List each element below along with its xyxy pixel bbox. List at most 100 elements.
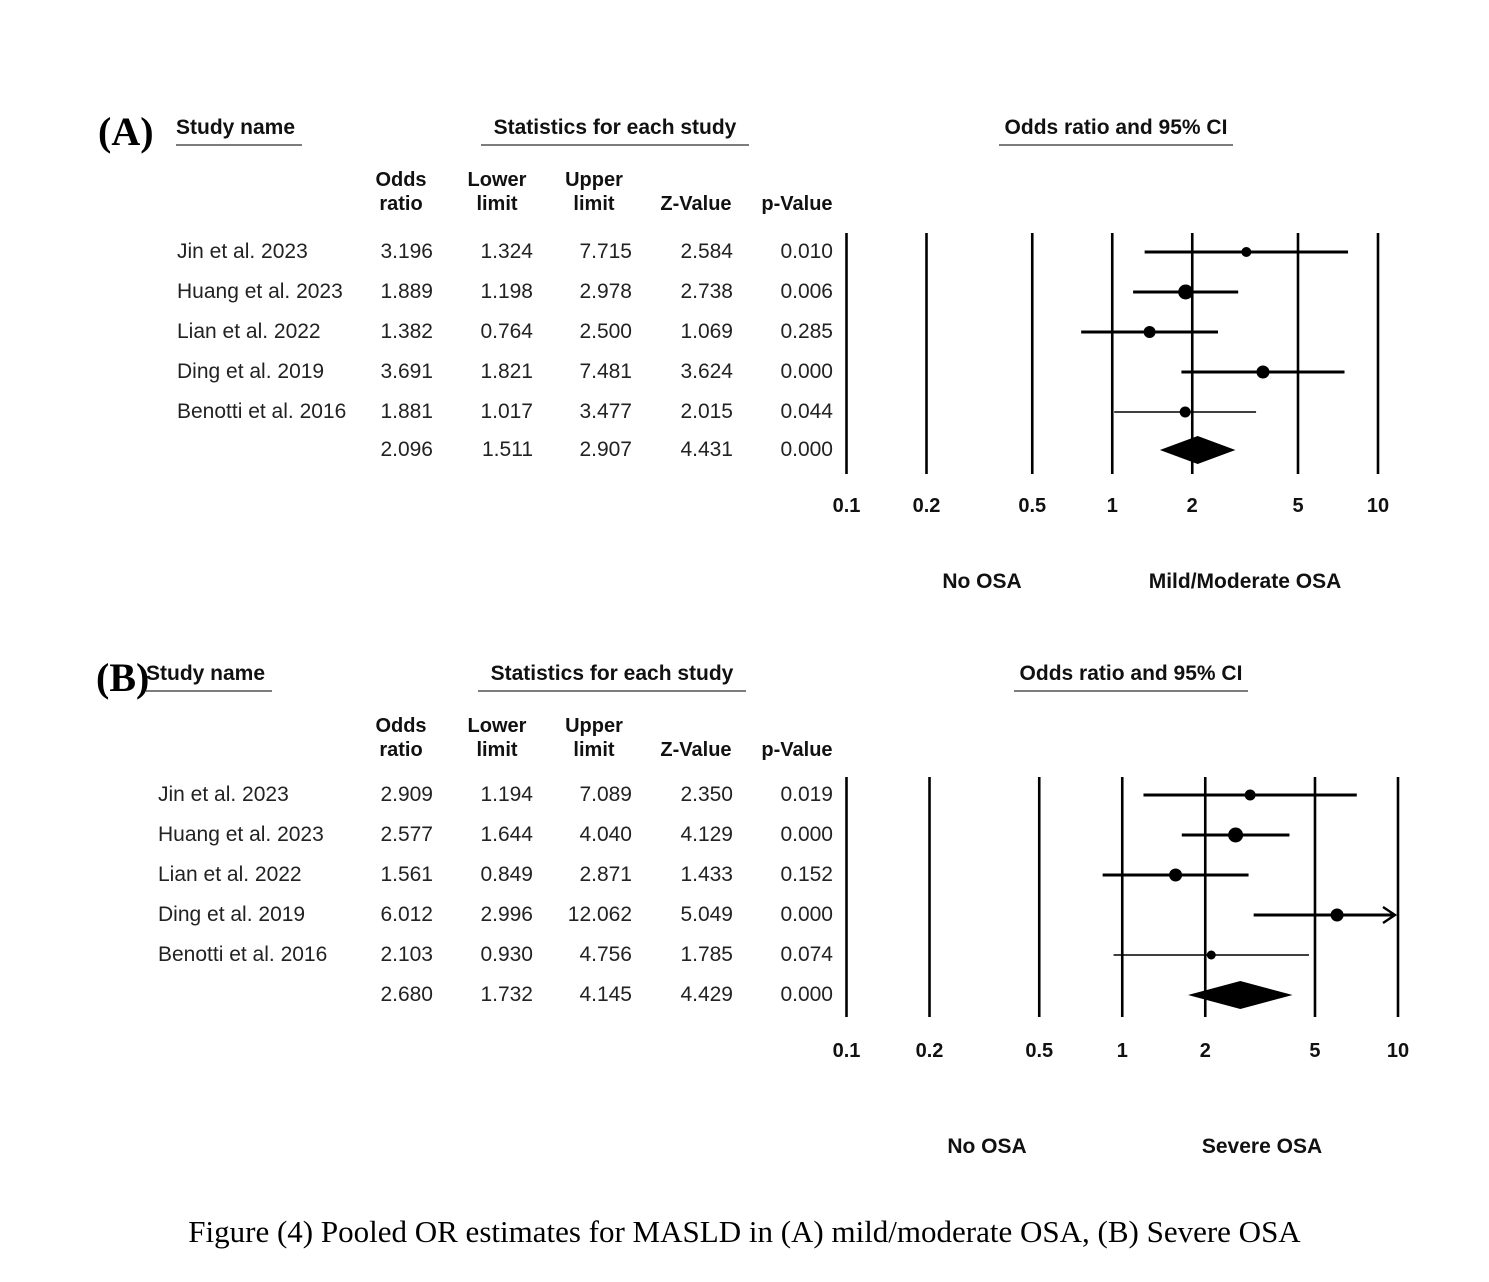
z-value: 5.049 (680, 903, 733, 926)
study-name: Benotti et al. 2016 (177, 400, 347, 423)
panel-b-statistics-header: Statistics for each study (478, 662, 746, 692)
study-row: Lian et al. 2022 1.561 0.849 2.871 1.433 0.15… (0, 861, 1489, 889)
or-value: 2.680 (380, 983, 433, 1006)
axis-tick-label: 0.1 (833, 495, 861, 517)
upper-value: 2.500 (579, 320, 632, 343)
p-value: 0.000 (780, 360, 833, 383)
or-value: 3.196 (380, 240, 433, 263)
panel-a-col-p-value: p-Value (761, 193, 833, 215)
lower-value: 2.996 (480, 903, 533, 926)
z-value: 4.431 (680, 438, 733, 461)
z-value: 2.584 (680, 240, 733, 263)
axis-tick-label: 0.5 (1018, 495, 1046, 517)
upper-value: 2.871 (579, 863, 632, 886)
study-row: Huang et al. 2023 1.889 1.198 2.978 2.738 0.0… (0, 278, 1489, 306)
upper-value: 4.040 (579, 823, 632, 846)
or-value: 3.691 (380, 360, 433, 383)
z-value: 2.738 (680, 280, 733, 303)
p-value: 0.000 (780, 983, 833, 1006)
upper-value: 2.907 (579, 438, 632, 461)
study-name: Huang et al. 2023 (158, 823, 324, 846)
panel-a-col-z-value: Z-Value (660, 193, 732, 215)
upper-value: 7.481 (579, 360, 632, 383)
z-value: 4.129 (680, 823, 733, 846)
or-value: 1.561 (380, 863, 433, 886)
z-value: 3.624 (680, 360, 733, 383)
p-value: 0.285 (780, 320, 833, 343)
study-name: Lian et al. 2022 (158, 863, 302, 886)
study-row: Ding et al. 2019 6.012 2.996 12.062 5.049 0.0… (0, 901, 1489, 929)
panel-b-col-p-value: p-Value (761, 739, 833, 761)
upper-value: 7.715 (579, 240, 632, 263)
panel-b-col-odds-ratio: Odds ratio (375, 715, 427, 761)
panel-a-study-name-header: Study name (176, 116, 302, 146)
lower-value: 1.198 (480, 280, 533, 303)
axis-tick-label: 2 (1187, 495, 1198, 517)
axis-tick-label: 10 (1367, 495, 1389, 517)
upper-value: 3.477 (579, 400, 632, 423)
lower-value: 1.644 (480, 823, 533, 846)
figure-caption: Figure (4) Pooled OR estimates for MASLD… (188, 1214, 1301, 1249)
or-value: 1.889 (380, 280, 433, 303)
z-value: 2.015 (680, 400, 733, 423)
panel-b-group-label-right: Severe OSA (1201, 1135, 1323, 1158)
pooled-row: 2.096 1.511 2.907 4.431 0.000 (0, 436, 1489, 464)
lower-value: 0.764 (480, 320, 533, 343)
or-value: 2.909 (380, 783, 433, 806)
or-value: 1.382 (380, 320, 433, 343)
study-row: Ding et al. 2019 3.691 1.821 7.481 3.624 0.00… (0, 358, 1489, 386)
upper-value: 4.145 (579, 983, 632, 1006)
panel-a-col-lower-limit: Lower limit (467, 169, 527, 215)
panel-b-group-label-left: No OSA (947, 1135, 1027, 1158)
study-row: Jin et al. 2023 2.909 1.194 7.089 2.350 0.019 (0, 781, 1489, 809)
lower-value: 1.821 (480, 360, 533, 383)
panel-b-label: (B) (96, 655, 150, 700)
panel-a-group-label-left: No OSA (942, 570, 1022, 593)
lower-value: 0.849 (480, 863, 533, 886)
study-name: Jin et al. 2023 (158, 783, 289, 806)
p-value: 0.019 (780, 783, 833, 806)
p-value: 0.044 (780, 400, 833, 423)
panel-a-group-label-right: Mild/Moderate OSA (1148, 570, 1342, 593)
z-value: 1.069 (680, 320, 733, 343)
study-name: Lian et al. 2022 (177, 320, 321, 343)
axis-tick-label: 5 (1309, 1040, 1320, 1062)
p-value: 0.000 (780, 903, 833, 926)
z-value: 1.785 (680, 943, 733, 966)
study-row: Lian et al. 2022 1.382 0.764 2.500 1.069 0.28… (0, 318, 1489, 346)
panel-b-col-lower-limit: Lower limit (467, 715, 527, 761)
panel-b-study-name-header: Study name (146, 662, 272, 692)
panel-a-col-odds-ratio: Odds ratio (375, 169, 427, 215)
axis-tick-label: 1 (1107, 495, 1118, 517)
panel-b-col-z-value: Z-Value (660, 739, 732, 761)
study-name: Benotti et al. 2016 (158, 943, 328, 966)
study-name: Ding et al. 2019 (177, 360, 325, 383)
axis-tick-label: 0.5 (1025, 1040, 1053, 1062)
axis-tick-label: 0.2 (916, 1040, 944, 1062)
study-row: Benotti et al. 2016 1.881 1.017 3.477 2.015 0… (0, 398, 1489, 426)
or-value: 2.103 (380, 943, 433, 966)
panel-a-odds-ratio-header: Odds ratio and 95% CI (999, 116, 1233, 146)
z-value: 1.433 (680, 863, 733, 886)
lower-value: 1.194 (480, 783, 533, 806)
axis-tick-label: 0.1 (833, 1040, 861, 1062)
panel-a-col-upper-limit: Upper limit (565, 169, 623, 215)
study-row: Benotti et al. 2016 2.103 0.930 4.756 1.785 0… (0, 941, 1489, 969)
or-value: 1.881 (380, 400, 433, 423)
upper-value: 4.756 (579, 943, 632, 966)
panel-a-label: (A) (98, 109, 154, 154)
p-value: 0.006 (780, 280, 833, 303)
p-value: 0.074 (780, 943, 833, 966)
p-value: 0.152 (780, 863, 833, 886)
axis-tick-label: 1 (1117, 1040, 1128, 1062)
upper-value: 7.089 (579, 783, 632, 806)
upper-value: 12.062 (567, 903, 632, 926)
p-value: 0.010 (780, 240, 833, 263)
study-name: Huang et al. 2023 (177, 280, 343, 303)
panel-b-col-upper-limit: Upper limit (565, 715, 623, 761)
axis-tick-label: 5 (1292, 495, 1303, 517)
panel-b-odds-ratio-header: Odds ratio and 95% CI (1014, 662, 1248, 692)
axis-tick-label: 2 (1200, 1040, 1211, 1062)
pooled-row: 2.680 1.732 4.145 4.429 0.000 (0, 981, 1489, 1009)
